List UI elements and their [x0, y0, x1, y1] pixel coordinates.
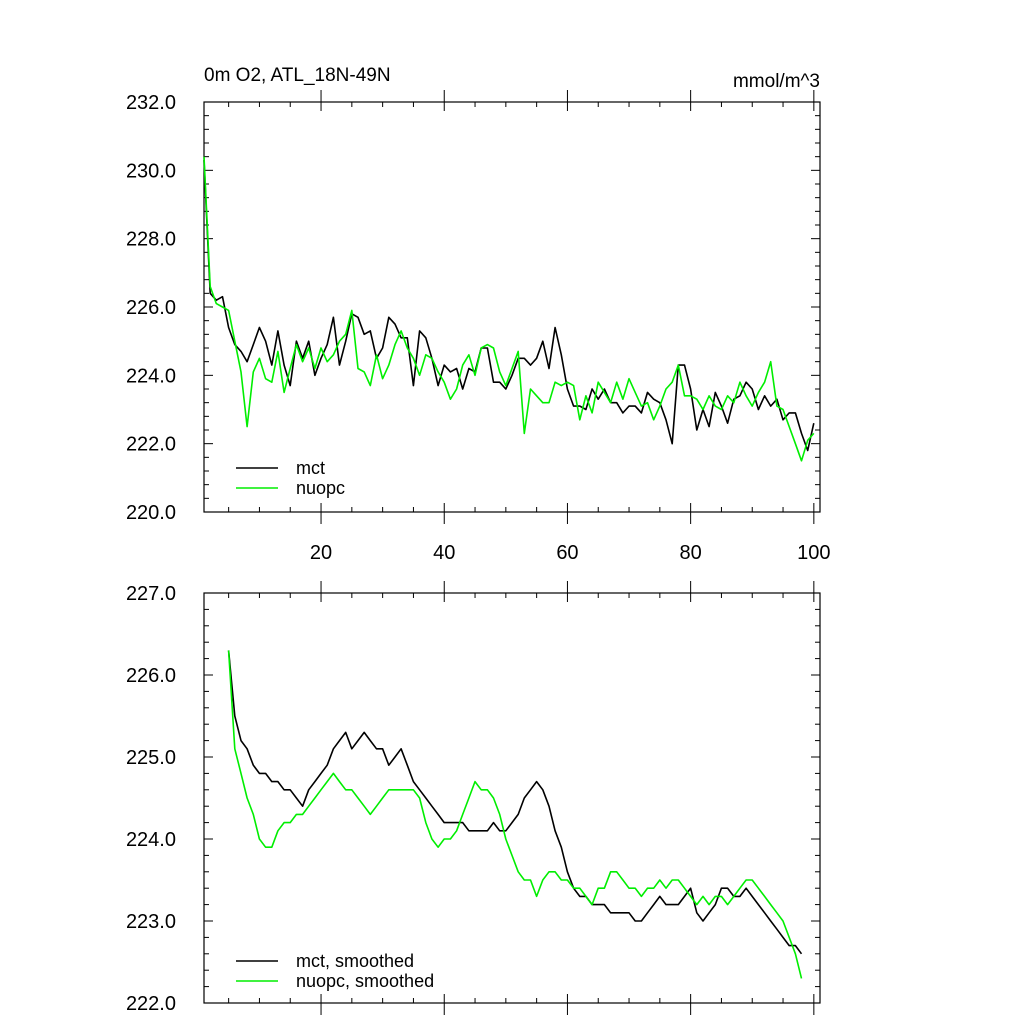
y-tick-label: 225.0 — [126, 747, 176, 769]
y-tick-label: 232.0 — [126, 92, 176, 114]
y-tick-label: 222.0 — [126, 993, 176, 1015]
units-label: mmol/m^3 — [733, 71, 820, 92]
legend-label-mct: mct, smoothed — [296, 951, 414, 971]
y-tick-label: 224.0 — [126, 829, 176, 851]
series-line-mct — [203, 160, 815, 452]
y-tick-label: 226.0 — [126, 297, 176, 319]
top-panel: 0m O2, ATL_18N-49N mmol/m^3 220.0 222.0 22… — [126, 65, 831, 564]
x-tick-label: 40 — [433, 542, 455, 564]
series-line-nuopc — [203, 156, 815, 462]
x-tick-label: 100 — [797, 542, 830, 564]
y-tick-label: 220.0 — [126, 502, 176, 524]
legend-label-nuopc: nuopc, smoothed — [296, 971, 434, 991]
legend-label-mct: mct — [296, 458, 325, 478]
x-tick-label: 80 — [680, 542, 702, 564]
chart-title: 0m O2, ATL_18N-49N — [204, 65, 391, 86]
plot-frame — [203, 592, 821, 1004]
plot-frame — [203, 101, 821, 513]
x-tick-label: 60 — [556, 542, 578, 564]
x-tick-label: 20 — [310, 542, 332, 564]
y-tick-label: 222.0 — [126, 434, 176, 456]
y-tick-label: 224.0 — [126, 365, 176, 387]
bottom-panel: 222.0 223.0 224.0 225.0 226.0 227.0 mct, smoot… — [126, 581, 821, 1015]
series-line-mct — [227, 650, 803, 955]
y-tick-label: 226.0 — [126, 665, 176, 687]
series-line-nuopc — [227, 650, 803, 979]
y-tick-label: 230.0 — [126, 160, 176, 182]
y-tick-label: 228.0 — [126, 229, 176, 251]
y-tick-label: 223.0 — [126, 911, 176, 933]
y-tick-label: 227.0 — [126, 583, 176, 605]
legend-label-nuopc: nuopc — [296, 478, 345, 498]
